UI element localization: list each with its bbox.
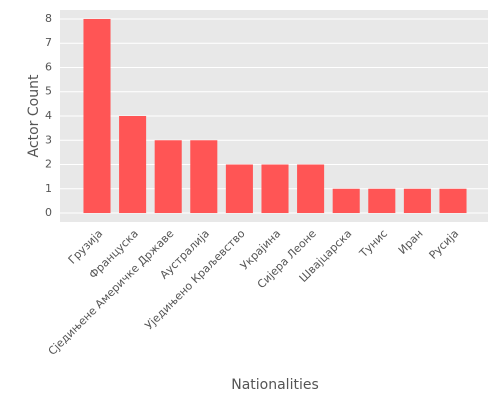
- y-tick-label: 0: [45, 206, 52, 219]
- y-tick-label: 5: [45, 85, 52, 98]
- bar: [261, 164, 289, 214]
- x-axis-title: Nationalities: [231, 377, 319, 393]
- y-tick-label: 6: [45, 60, 52, 73]
- bar: [368, 188, 396, 214]
- y-tick-label: 7: [45, 36, 52, 49]
- y-axis-title: Actor Count: [26, 74, 42, 157]
- x-tick-label: Русија: [426, 227, 461, 262]
- x-tick-label: Тунис: [356, 227, 390, 261]
- y-tick-label: 3: [45, 133, 52, 146]
- bar: [225, 164, 253, 214]
- y-tick-label: 2: [45, 158, 52, 171]
- x-tick-label: Иран: [396, 227, 426, 257]
- y-tick-label: 4: [45, 109, 52, 122]
- bar: [439, 188, 467, 214]
- bar: [119, 116, 147, 214]
- bar: [403, 188, 431, 214]
- bar: [190, 140, 218, 214]
- bar: [83, 18, 111, 214]
- bar: [332, 188, 360, 214]
- bar: [154, 140, 182, 214]
- bar: [297, 164, 325, 214]
- y-tick-label: 1: [45, 182, 52, 195]
- y-tick-label: 8: [45, 12, 52, 25]
